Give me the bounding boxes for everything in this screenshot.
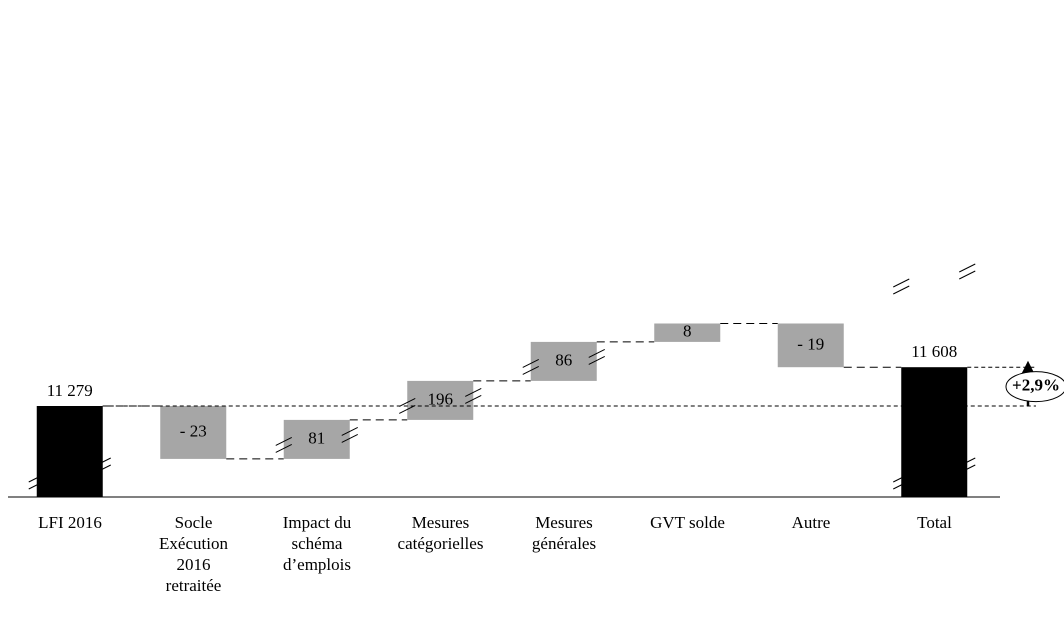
value-label: 81 — [308, 428, 325, 447]
value-label: 11 279 — [47, 381, 93, 400]
axis-break — [465, 387, 482, 397]
axis-break — [588, 355, 605, 365]
x-tick-label: LFI 2016 — [38, 513, 102, 532]
axis-break — [522, 365, 539, 375]
axis-break — [959, 457, 976, 467]
annotation: +2,9% — [1012, 376, 1060, 395]
axis-break — [893, 285, 910, 295]
axis-break — [893, 278, 910, 288]
x-tick-label: Total — [917, 513, 952, 532]
x-tick-label: GVT solde — [650, 513, 725, 532]
axis-break — [275, 436, 292, 446]
bar — [160, 406, 227, 459]
axis-break — [399, 397, 416, 407]
axis-break — [275, 443, 292, 453]
axis-break — [588, 348, 605, 358]
x-tick-label: Impact du schéma d’emplois — [282, 513, 352, 574]
bar — [777, 323, 844, 368]
x-tick-label: Socle Exécution 2016 retraitée — [159, 513, 228, 595]
value-label: 196 — [428, 389, 454, 408]
axis-break — [893, 473, 910, 483]
axis-break — [465, 394, 482, 404]
axis-break — [94, 457, 111, 467]
value-label: 86 — [555, 350, 572, 369]
axis-break — [893, 480, 910, 490]
axis-break — [341, 426, 358, 436]
x-tick-label: Autre — [791, 513, 831, 532]
value-label: 8 — [683, 322, 692, 341]
annotation-bubble — [1005, 371, 1064, 403]
bar — [407, 380, 474, 420]
axis-break — [959, 263, 976, 273]
bar — [654, 323, 721, 342]
x-tick-label: Mesures générales — [531, 513, 597, 553]
axis-break — [341, 433, 358, 443]
bar — [36, 406, 103, 497]
axis-break — [522, 358, 539, 368]
bar — [901, 367, 968, 497]
value-label: - 19 — [797, 334, 824, 353]
axis-break — [28, 473, 45, 483]
axis-break — [959, 270, 976, 280]
value-label: - 23 — [180, 421, 207, 440]
axis-break — [28, 480, 45, 490]
bar — [283, 419, 350, 459]
bar — [530, 341, 597, 381]
axis-break — [399, 404, 416, 414]
value-label: 11 608 — [911, 342, 957, 361]
axis-break — [959, 464, 976, 474]
x-tick-label: Mesures catégorielles — [397, 513, 484, 553]
axis-break — [94, 464, 111, 474]
